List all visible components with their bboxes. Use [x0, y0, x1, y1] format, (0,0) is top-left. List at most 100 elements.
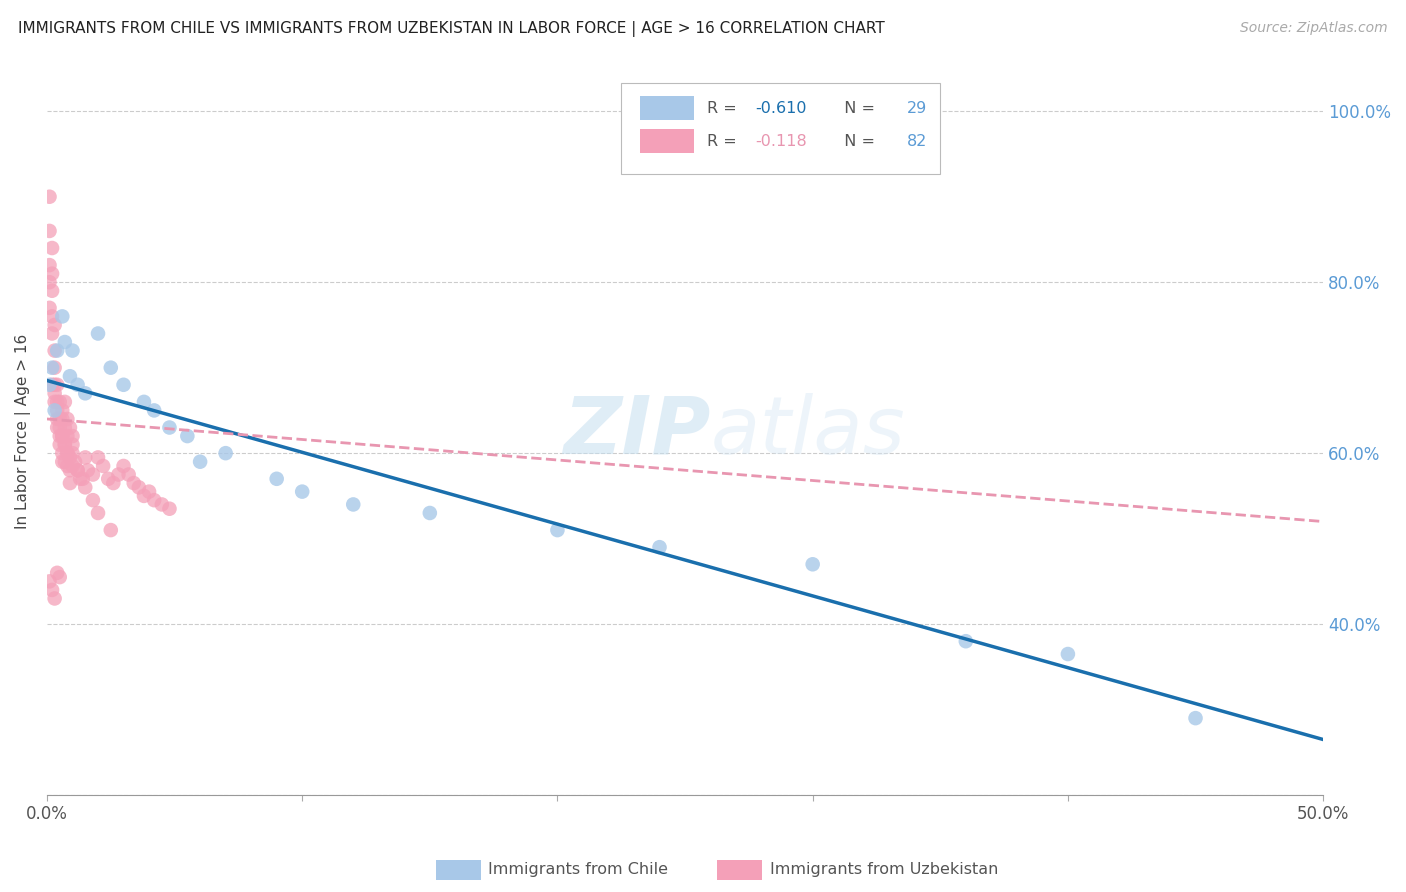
- Point: [87, 450, 110, 465]
- Text: 82: 82: [907, 134, 928, 149]
- Text: 29: 29: [907, 101, 928, 116]
- Text: R =: R =: [707, 134, 741, 149]
- Point: [87, 326, 110, 341]
- Point: [59, 450, 82, 465]
- Text: IMMIGRANTS FROM CHILE VS IMMIGRANTS FROM UZBEKISTAN IN LABOR FORCE | AGE > 16 CO: IMMIGRANTS FROM CHILE VS IMMIGRANTS FROM…: [18, 21, 884, 37]
- Point: [159, 501, 181, 516]
- Point: [44, 377, 66, 392]
- Point: [955, 634, 977, 648]
- Point: [38, 190, 60, 204]
- Point: [82, 467, 104, 482]
- Point: [266, 472, 288, 486]
- FancyBboxPatch shape: [640, 96, 695, 120]
- Y-axis label: In Labor Force | Age > 16: In Labor Force | Age > 16: [15, 334, 31, 530]
- Point: [48, 395, 70, 409]
- Point: [546, 523, 568, 537]
- Text: R =: R =: [707, 101, 741, 116]
- Point: [801, 558, 824, 572]
- Point: [41, 241, 63, 255]
- Point: [62, 429, 84, 443]
- Point: [46, 403, 69, 417]
- Point: [38, 258, 60, 272]
- Point: [56, 412, 79, 426]
- Point: [44, 360, 66, 375]
- Point: [107, 467, 129, 482]
- Point: [214, 446, 236, 460]
- Point: [138, 484, 160, 499]
- Point: [419, 506, 441, 520]
- Point: [48, 437, 70, 451]
- FancyBboxPatch shape: [640, 129, 695, 153]
- Text: -0.118: -0.118: [755, 134, 807, 149]
- Point: [41, 284, 63, 298]
- Point: [66, 463, 89, 477]
- Text: N =: N =: [834, 134, 880, 149]
- Point: [188, 455, 211, 469]
- Point: [87, 506, 110, 520]
- Point: [51, 412, 73, 426]
- Point: [59, 369, 82, 384]
- Point: [48, 420, 70, 434]
- Point: [51, 429, 73, 443]
- Point: [46, 343, 69, 358]
- Point: [143, 403, 166, 417]
- Point: [75, 386, 97, 401]
- Point: [143, 493, 166, 508]
- Point: [53, 334, 76, 349]
- Point: [66, 377, 89, 392]
- Text: -0.610: -0.610: [755, 101, 807, 116]
- Point: [53, 455, 76, 469]
- Point: [48, 570, 70, 584]
- Point: [112, 458, 135, 473]
- Point: [41, 360, 63, 375]
- Text: atlas: atlas: [710, 392, 905, 471]
- Point: [100, 360, 122, 375]
- Point: [1057, 647, 1080, 661]
- Point: [53, 420, 76, 434]
- Point: [132, 395, 155, 409]
- Point: [112, 377, 135, 392]
- Text: N =: N =: [834, 101, 880, 116]
- Point: [38, 377, 60, 392]
- FancyBboxPatch shape: [621, 83, 941, 174]
- Point: [103, 476, 125, 491]
- Point: [41, 377, 63, 392]
- Point: [38, 224, 60, 238]
- Point: [97, 472, 120, 486]
- Point: [176, 429, 198, 443]
- Point: [56, 458, 79, 473]
- Point: [75, 450, 97, 465]
- Text: ZIP: ZIP: [564, 392, 710, 471]
- Point: [41, 310, 63, 324]
- Point: [44, 386, 66, 401]
- Point: [38, 275, 60, 289]
- Text: Source: ZipAtlas.com: Source: ZipAtlas.com: [1240, 21, 1388, 36]
- Point: [44, 395, 66, 409]
- Point: [100, 523, 122, 537]
- Point: [59, 476, 82, 491]
- Point: [38, 301, 60, 315]
- Point: [342, 498, 364, 512]
- Point: [53, 437, 76, 451]
- Point: [51, 455, 73, 469]
- Point: [44, 343, 66, 358]
- Point: [62, 343, 84, 358]
- Point: [48, 429, 70, 443]
- Point: [46, 420, 69, 434]
- Point: [53, 395, 76, 409]
- Point: [62, 437, 84, 451]
- Point: [41, 582, 63, 597]
- Point: [48, 412, 70, 426]
- Point: [51, 310, 73, 324]
- Point: [51, 429, 73, 443]
- Point: [44, 318, 66, 332]
- Point: [66, 463, 89, 477]
- Point: [128, 480, 150, 494]
- Point: [62, 446, 84, 460]
- Point: [82, 493, 104, 508]
- Point: [44, 403, 66, 417]
- Point: [46, 412, 69, 426]
- Point: [53, 437, 76, 451]
- Point: [1184, 711, 1206, 725]
- Point: [69, 472, 91, 486]
